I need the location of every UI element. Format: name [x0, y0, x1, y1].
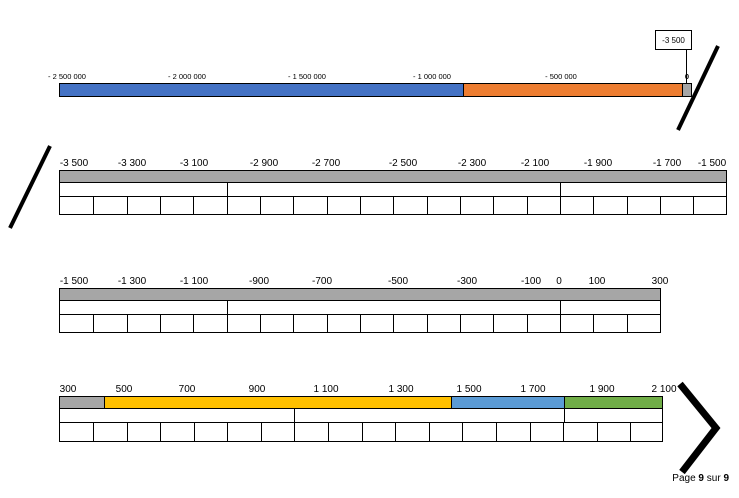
row2-tick-label: 300	[651, 276, 669, 287]
top-axis-bar	[59, 83, 692, 97]
row2-tick-label: -1 100	[179, 276, 209, 287]
footer-page-total: 9	[723, 473, 729, 484]
chevron-right-icon	[677, 381, 721, 475]
row3-gray-segment	[60, 397, 104, 408]
row3-tick-label: 500	[115, 384, 133, 395]
footer-prefix: Page	[672, 473, 699, 484]
footer-page-number: 9	[698, 473, 704, 484]
row1-tick-label: -2 900	[249, 158, 279, 169]
page-footer: Page 9 sur 9	[672, 473, 729, 484]
row2-tick-label: -900	[248, 276, 270, 287]
row1-tick-label: -2 300	[457, 158, 487, 169]
row3-tick-label: 2 100	[651, 384, 677, 395]
row3-green-segment	[564, 397, 662, 408]
row1-tick-label: -3 300	[117, 158, 147, 169]
row3-tick-label: 300	[59, 384, 77, 395]
row3-tick-label: 1 700	[520, 384, 546, 395]
top-axis-label: - 2 500 000	[48, 72, 86, 81]
row3-tick-label: 900	[248, 384, 266, 395]
callout-box: -3 500	[655, 30, 692, 50]
top-axis-label: - 500 000	[545, 72, 577, 81]
row1-cell-grid	[59, 182, 727, 215]
row2-tick-label: -500	[387, 276, 409, 287]
row2-tick-label: 100	[588, 276, 606, 287]
top-axis-orange-segment	[463, 84, 682, 96]
row3-tick-label: 1 300	[388, 384, 414, 395]
row3-cell-grid	[59, 408, 663, 442]
row3-blue-segment	[451, 397, 564, 408]
row2-tick-label: -700	[311, 276, 333, 287]
row3-tick-label: 700	[178, 384, 196, 395]
row1-tick-label: -3 100	[179, 158, 209, 169]
row2-cell-grid	[59, 300, 661, 333]
top-axis-label: 0	[684, 72, 690, 81]
row3-tick-label: 1 100	[313, 384, 339, 395]
break-slash-icon	[8, 145, 52, 229]
row1-tick-label: -1 700	[652, 158, 682, 169]
row2-tick-label: -300	[456, 276, 478, 287]
row2-tick-label: -1 500	[59, 276, 89, 287]
row3-yellow-segment	[104, 397, 451, 408]
row1-tick-label: -1 500	[697, 158, 727, 169]
row2-tick-label: -100	[520, 276, 542, 287]
row1-tick-label: -1 900	[583, 158, 613, 169]
top-axis-label: - 2 000 000	[168, 72, 206, 81]
footer-middle: sur	[703, 473, 724, 484]
row1-tick-label: -2 500	[388, 158, 418, 169]
callout-leader	[686, 50, 687, 83]
row1-tick-label: -3 500	[59, 158, 89, 169]
break-slash-icon	[676, 45, 720, 131]
top-axis-blue-segment	[60, 84, 463, 96]
top-axis-label: - 1 000 000	[413, 72, 451, 81]
row3-tick-label: 1 500	[456, 384, 482, 395]
top-axis-label: - 1 500 000	[288, 72, 326, 81]
row1-tick-label: -2 100	[520, 158, 550, 169]
row3-tick-label: 1 900	[589, 384, 615, 395]
row2-tick-label: -1 300	[117, 276, 147, 287]
top-axis-gray-segment	[682, 84, 691, 96]
row2-tick-label: 0	[556, 276, 562, 287]
row1-tick-label: -2 700	[311, 158, 341, 169]
